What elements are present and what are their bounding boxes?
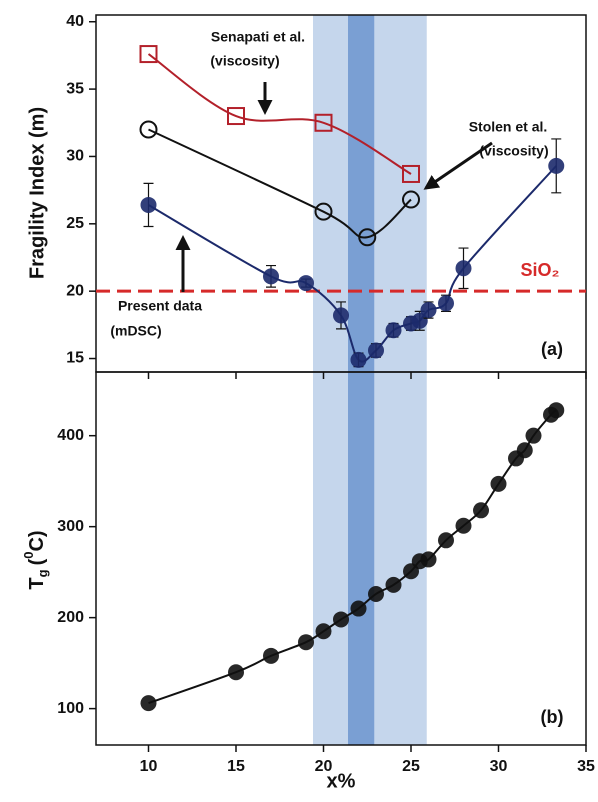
annotation: Senapati et al. — [211, 29, 305, 45]
y-tick-label: 40 — [66, 13, 84, 30]
x-tick-label: 15 — [227, 758, 245, 775]
point — [350, 600, 367, 617]
panel-label: (b) — [541, 707, 564, 727]
y-tick-label: 25 — [66, 215, 84, 232]
annotation: (viscosity) — [210, 53, 279, 69]
point — [455, 260, 472, 277]
point — [438, 532, 454, 549]
y-axis-label-part: g — [35, 569, 50, 577]
annotation: (mDSC) — [110, 323, 161, 339]
x-tick-label: 35 — [577, 758, 595, 775]
point — [411, 312, 428, 329]
point — [548, 157, 565, 174]
point — [228, 664, 244, 681]
point — [350, 351, 367, 368]
point — [516, 442, 533, 459]
x-tick-label: 25 — [402, 758, 420, 775]
point — [455, 517, 472, 534]
point — [298, 634, 314, 651]
point — [402, 190, 420, 209]
point — [315, 623, 332, 640]
y-axis-label-part: ( — [26, 558, 48, 565]
y-tick-label: 35 — [66, 80, 84, 97]
point — [525, 427, 542, 444]
point — [314, 113, 333, 132]
y-tick-label: 300 — [57, 518, 84, 535]
point — [140, 196, 157, 213]
point — [358, 228, 377, 247]
x-tick-label: 30 — [490, 758, 508, 775]
y-tick-label: 15 — [66, 350, 84, 367]
frame — [95, 371, 587, 746]
arrow — [423, 141, 493, 190]
y-tick-label: 200 — [57, 609, 84, 626]
x-tick-label: 20 — [315, 758, 333, 775]
bands — [313, 15, 427, 745]
point — [298, 275, 314, 292]
point — [227, 107, 245, 126]
point — [368, 585, 384, 602]
point — [139, 45, 158, 64]
y-tick-label: 20 — [66, 282, 84, 299]
series-line — [148, 128, 412, 239]
y-axis-label: Fragility Index (m) — [26, 107, 48, 279]
point — [438, 295, 454, 312]
point — [333, 611, 349, 628]
point — [263, 268, 279, 285]
series-line — [147, 53, 412, 175]
point — [473, 502, 489, 519]
point — [385, 576, 402, 593]
annotation: Present data — [118, 298, 202, 314]
y-axis-label: Tg (0C) — [21, 530, 50, 589]
y-axis-label-part: T — [26, 577, 48, 589]
point — [139, 120, 158, 139]
point — [263, 647, 279, 664]
x-tick-label: 10 — [140, 758, 158, 775]
y-tick-label: 30 — [66, 148, 84, 165]
band — [348, 15, 375, 745]
point — [140, 695, 157, 712]
annotation: (viscosity) — [479, 143, 548, 159]
y-axis-label-part: C) — [26, 530, 48, 551]
point — [314, 202, 333, 221]
annotation: Stolen et al. — [469, 119, 548, 135]
point — [548, 402, 565, 419]
point — [402, 164, 420, 183]
point — [490, 475, 507, 492]
y-tick-label: 100 — [57, 700, 84, 717]
x-axis-label: x% — [327, 770, 356, 792]
point — [420, 302, 437, 319]
y-axis-label-part: 0 — [21, 552, 36, 559]
reference-label: SiO₂ — [520, 260, 559, 280]
panel-label: (a) — [541, 339, 563, 359]
point — [333, 307, 349, 324]
y-tick-label: 400 — [57, 427, 84, 444]
point — [420, 551, 437, 568]
point — [368, 342, 384, 359]
point — [385, 322, 402, 339]
